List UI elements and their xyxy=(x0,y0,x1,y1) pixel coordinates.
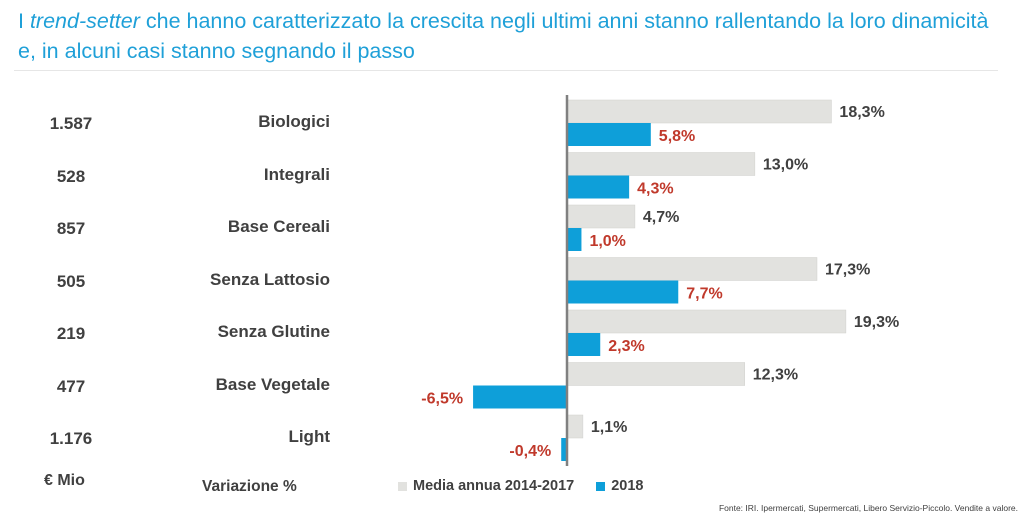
category-label: Biologici xyxy=(258,112,330,131)
chart-legend: Media annua 2014-2017 2018 xyxy=(398,478,643,494)
bar-avg xyxy=(566,362,745,386)
label-avg: 13,0% xyxy=(763,157,808,174)
title-rest: che hanno caratterizzato la crescita neg… xyxy=(18,9,989,63)
category-label: Base Vegetale xyxy=(215,374,330,394)
label-2018: -6,5% xyxy=(421,391,463,408)
legend-swatch-avg xyxy=(398,481,407,491)
title-emphasis: trend-setter xyxy=(29,9,140,33)
bar-2018 xyxy=(567,333,601,356)
bar-avg xyxy=(566,204,636,229)
bar-avg xyxy=(566,152,756,176)
source-note: Fonte: IRI. Ipermercati, Supermercati, L… xyxy=(718,503,1018,513)
page-title: I trend-setter che hanno caratterizzato … xyxy=(18,6,1008,66)
bar-avg xyxy=(566,99,832,124)
category-label: Light xyxy=(288,427,330,446)
bar-2018 xyxy=(567,228,582,251)
unit-label: € Mio xyxy=(44,472,85,489)
title-prefix: I xyxy=(18,9,30,33)
label-2018: -0,4% xyxy=(509,443,551,460)
sales-value: 505 xyxy=(56,271,86,291)
sales-value: 219 xyxy=(56,324,86,343)
legend-label-2018: 2018 xyxy=(611,478,644,494)
category-label: Base Cereali xyxy=(227,217,330,236)
sales-value: 477 xyxy=(56,376,86,396)
bar-avg xyxy=(566,309,847,334)
title-divider xyxy=(14,70,998,71)
sales-value: 857 xyxy=(56,219,86,238)
label-2018: 2,3% xyxy=(608,338,644,355)
label-avg: 19,3% xyxy=(854,314,899,331)
bar-2018 xyxy=(561,438,567,461)
bar-2018 xyxy=(567,123,651,146)
bar-2018 xyxy=(567,280,679,304)
bar-avg xyxy=(566,257,818,281)
legend-swatch-2018 xyxy=(596,481,606,491)
label-2018: 4,3% xyxy=(637,181,673,198)
sales-value: 528 xyxy=(56,166,86,186)
bar-avg xyxy=(566,414,584,439)
label-avg: 18,3% xyxy=(839,104,884,121)
label-avg: 4,7% xyxy=(643,209,679,226)
sales-value: 1.176 xyxy=(49,429,93,448)
label-2018: 7,7% xyxy=(686,286,722,303)
label-avg: 12,3% xyxy=(753,367,798,384)
bar-2018 xyxy=(567,175,630,199)
variation-label: Variazione % xyxy=(202,478,297,495)
category-label: Integrali xyxy=(263,164,330,184)
category-label: Senza Lattosio xyxy=(210,269,330,289)
legend-label-avg: Media annua 2014-2017 xyxy=(413,478,575,494)
label-2018: 5,8% xyxy=(659,128,695,145)
sales-value: 1.587 xyxy=(49,114,93,133)
bar-2018 xyxy=(473,385,567,409)
label-avg: 17,3% xyxy=(825,262,870,279)
category-label: Senza Glutine xyxy=(217,322,330,341)
label-avg: 1,1% xyxy=(591,419,627,436)
label-2018: 1,0% xyxy=(589,233,625,250)
